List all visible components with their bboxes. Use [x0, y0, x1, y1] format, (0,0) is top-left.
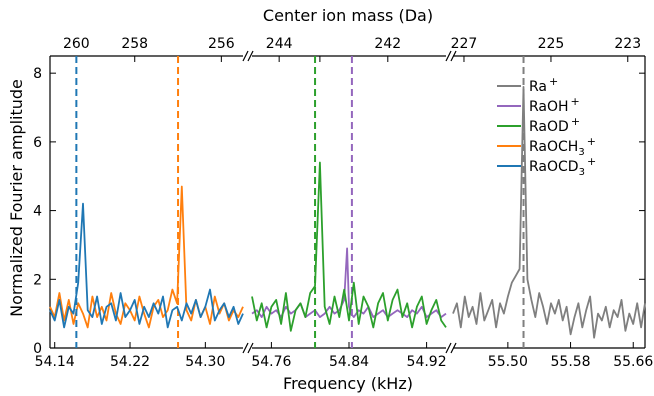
top-axis-title: Center ion mass (Da): [263, 6, 433, 25]
x-tick-label: 54.22: [110, 354, 150, 370]
legend-label-superscript: +: [587, 135, 596, 148]
y-axis-title: Normalized Fourier amplitude: [7, 79, 26, 317]
series-line-raocd: [49, 202, 244, 329]
x-tick-label: 54.92: [407, 354, 447, 370]
x-axis-title: Frequency (kHz): [283, 374, 413, 393]
top-tick-label: 258: [121, 36, 148, 52]
legend-label-text: RaOH: [529, 99, 569, 115]
series-line-raoch: [49, 185, 244, 329]
legend-label-text: RaOD: [529, 119, 569, 135]
x-tick-label: 54.76: [251, 354, 291, 370]
top-tick-label: 256: [208, 36, 235, 52]
series-line-ra: [452, 86, 646, 339]
legend-label-superscript: +: [571, 95, 580, 108]
y-tick-label: 4: [33, 204, 42, 220]
legend-label-raoh: RaOH +: [529, 95, 580, 115]
legend-label-text: Ra: [529, 79, 547, 95]
legend-label-superscript: +: [587, 155, 596, 168]
legend-label-raoch: RaOCH3+: [529, 135, 596, 158]
x-tick-label: 55.66: [613, 354, 653, 370]
legend-label-raod: RaOD +: [529, 115, 580, 135]
axis-break-mark: [247, 50, 254, 62]
legend-label-subscript: 3: [578, 147, 584, 158]
legend-label-text: RaOCH: [529, 139, 578, 155]
legend-label-ra: Ra +: [529, 75, 558, 95]
top-tick-label: 227: [451, 36, 478, 52]
legend-label-text: RaOCD: [529, 159, 579, 175]
x-tick-label: 55.50: [488, 354, 528, 370]
y-tick-label: 6: [33, 135, 42, 151]
top-tick-label: 244: [266, 36, 293, 52]
top-tick-label: 223: [614, 36, 641, 52]
legend: Ra +RaOH +RaOD +RaOCH3+RaOCD3+: [497, 75, 596, 178]
axis-break-mark: [445, 50, 452, 62]
legend-label-superscript: +: [571, 115, 580, 128]
top-tick-label: 260: [63, 36, 90, 52]
axis-break-mark: [242, 342, 249, 354]
legend-label-subscript: 3: [579, 167, 585, 178]
x-tick-label: 55.58: [551, 354, 591, 370]
top-tick-label: 225: [538, 36, 565, 52]
y-tick-label: 0: [33, 341, 42, 357]
top-tick-label: 242: [374, 36, 401, 52]
x-tick-label: 54.30: [185, 354, 225, 370]
x-tick-label: 54.14: [35, 354, 75, 370]
y-tick-label: 2: [33, 272, 42, 288]
series-line-raoh: [251, 247, 447, 319]
axis-break-mark: [242, 50, 249, 62]
y-tick-label: 8: [33, 66, 42, 82]
series-line-raod: [251, 161, 447, 332]
legend-label-superscript: +: [549, 75, 558, 88]
axis-break-mark: [445, 342, 452, 354]
axis-break-mark: [247, 342, 254, 354]
legend-label-raocd: RaOCD3+: [529, 155, 596, 178]
x-tick-label: 54.84: [329, 354, 369, 370]
